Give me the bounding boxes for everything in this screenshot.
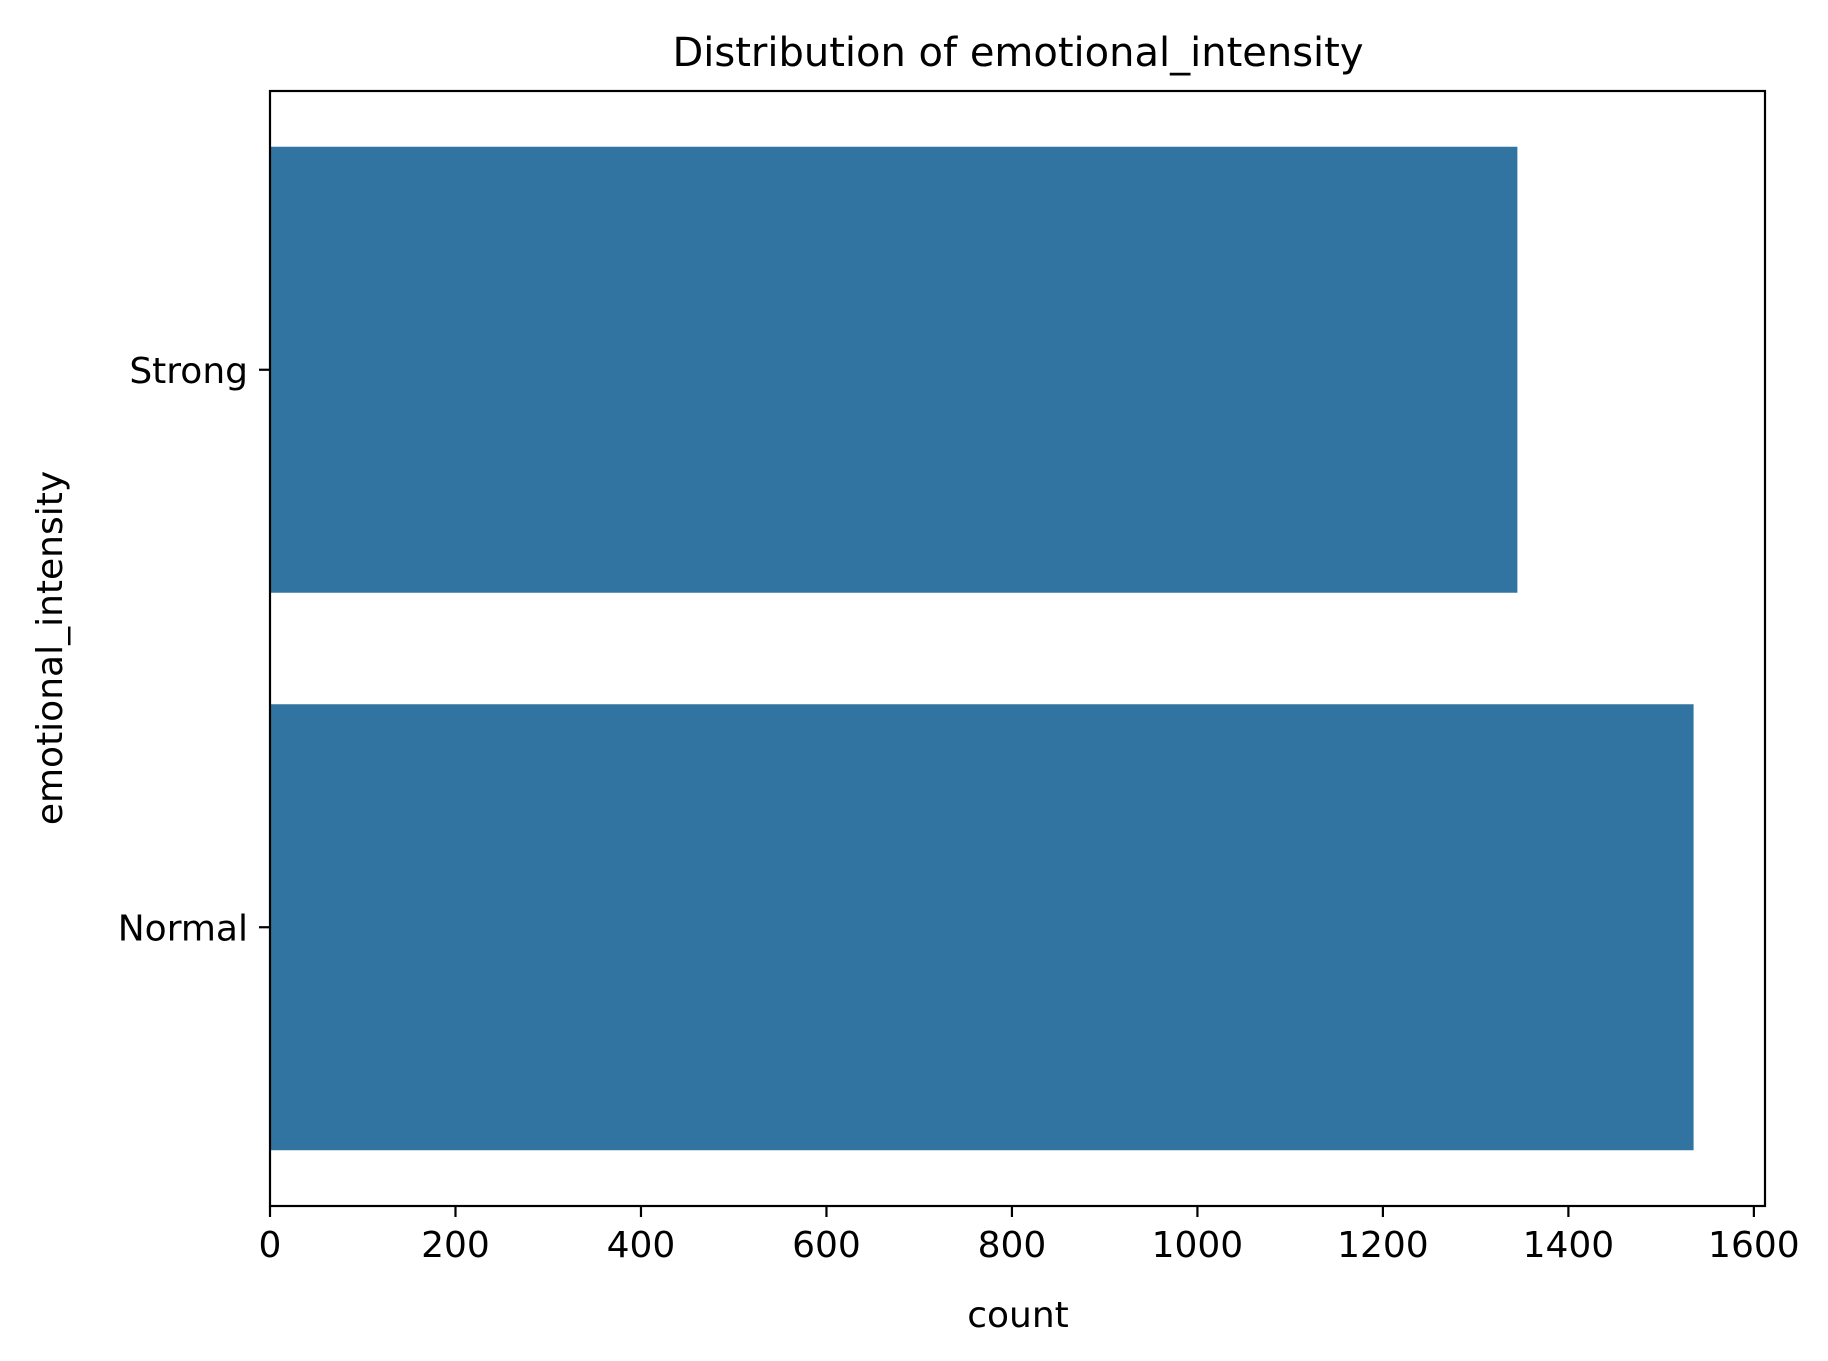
- y-tick-label: Strong: [129, 351, 248, 392]
- y-tick-label: Normal: [118, 908, 248, 949]
- y-axis-label: emotional_intensity: [30, 471, 71, 825]
- x-tick-label: 1200: [1337, 1225, 1429, 1266]
- x-axis-label: count: [967, 1295, 1069, 1336]
- chart-title: Distribution of emotional_intensity: [672, 30, 1363, 76]
- plot-frame: [268, 89, 1767, 1208]
- y-ticks-group: Strong Normal: [118, 351, 270, 949]
- x-tick-label: 0: [259, 1225, 282, 1266]
- bar-normal: [270, 704, 1694, 1151]
- x-ticks-group: 0 200 400 600 800 1000 1200 1400 1600: [259, 1206, 1800, 1266]
- x-tick-label: 1600: [1708, 1225, 1800, 1266]
- x-tick-label: 1400: [1523, 1225, 1615, 1266]
- x-tick-label: 1000: [1152, 1225, 1244, 1266]
- x-tick-label: 400: [607, 1225, 676, 1266]
- x-tick-label: 800: [978, 1225, 1047, 1266]
- bar-strong: [270, 146, 1518, 593]
- x-tick-label: 200: [421, 1225, 490, 1266]
- x-tick-label: 600: [792, 1225, 861, 1266]
- bars-group: [270, 146, 1694, 1151]
